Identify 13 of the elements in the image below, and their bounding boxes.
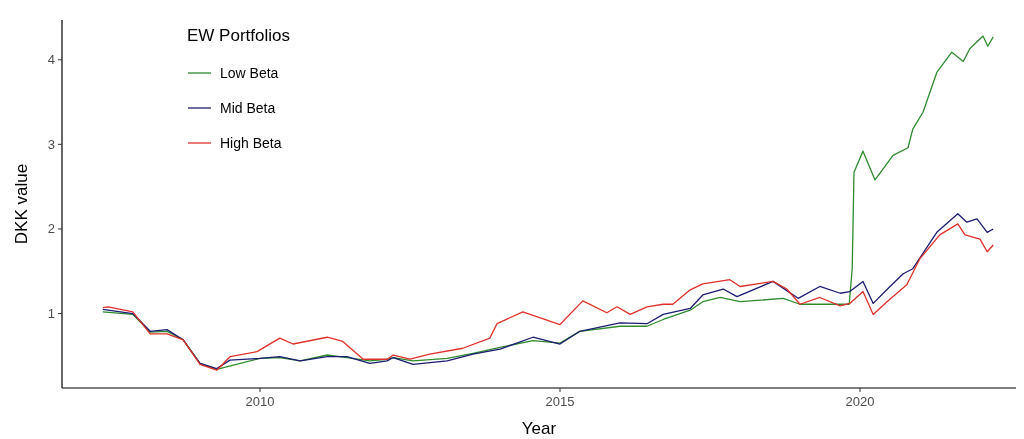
y-tick-label: 2: [47, 221, 55, 237]
x-tick-label: 2020: [845, 394, 875, 409]
y-tick-label: 4: [47, 52, 55, 68]
y-tick-label: 1: [47, 306, 55, 322]
legend-label: Low Beta: [220, 65, 279, 81]
legend-label: High Beta: [220, 135, 282, 151]
x-axis-title: Year: [521, 419, 557, 438]
x-tick-label: 2010: [245, 394, 275, 409]
legend-label: Mid Beta: [220, 100, 276, 116]
y-tick-label: 3: [47, 136, 55, 152]
x-tick-label: 2015: [545, 394, 575, 409]
y-axis-title: DKK value: [12, 163, 31, 245]
legend-title: EW Portfolios: [187, 26, 290, 45]
